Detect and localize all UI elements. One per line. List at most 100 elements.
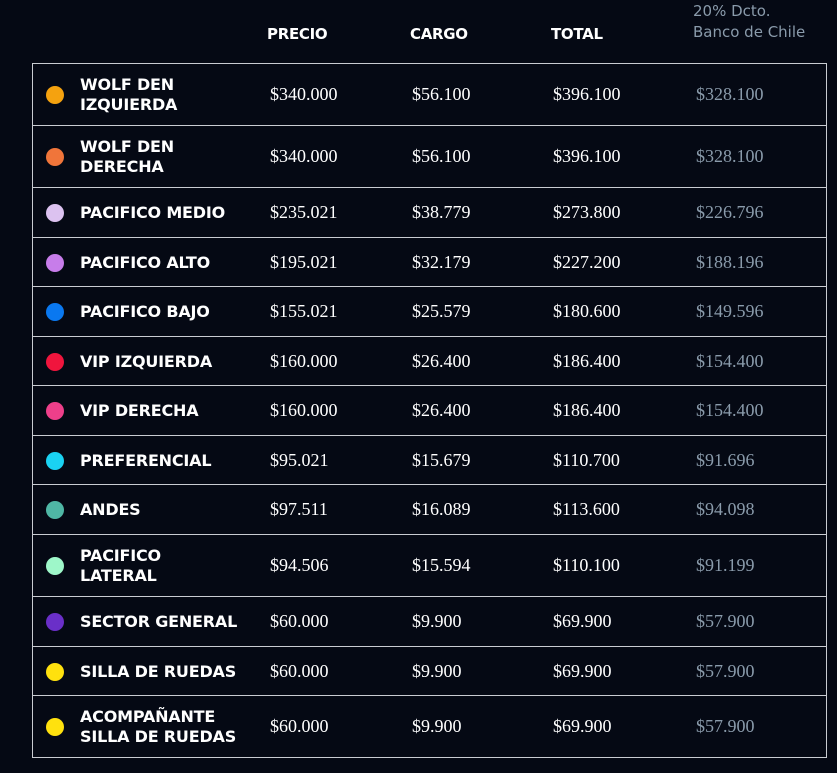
table-row: SILLA DE RUEDAS $60.000 $9.900 $69.900 $57.9…	[32, 647, 827, 696]
zone-color-dot-icon	[46, 148, 64, 166]
zone-name: PACIFICO ALTO	[80, 253, 265, 273]
total-value: $227.200	[553, 252, 621, 272]
zone-name-line: SILLA DE RUEDAS	[80, 662, 237, 681]
zone-name-line: WOLF DEN	[80, 137, 174, 156]
discount-value: $94.098	[696, 499, 755, 519]
charge-value: $16.089	[412, 499, 471, 519]
charge-value: $15.594	[412, 555, 471, 575]
zone-name: PACIFICO MEDIO	[80, 203, 265, 223]
price-value: $97.511	[270, 499, 328, 519]
price-value: $94.506	[270, 555, 329, 575]
table-row: PACIFICO BAJO $155.021 $25.579 $180.600 $149…	[32, 287, 827, 337]
charge-value: $56.100	[412, 146, 471, 166]
zone-name-line: IZQUIERDA	[80, 95, 178, 114]
price-value: $95.021	[270, 450, 329, 470]
total-value: $69.900	[553, 661, 612, 681]
table-row: ACOMPAÑANTE SILLA DE RUEDAS $60.000 $9.900 $…	[32, 696, 827, 758]
price-value: $60.000	[270, 611, 329, 631]
zone-color-dot-icon	[46, 718, 64, 736]
price-value: $60.000	[270, 661, 329, 681]
discount-value: $328.100	[696, 146, 764, 166]
zone-name-line: PREFERENCIAL	[80, 451, 212, 470]
table-row: PREFERENCIAL $95.021 $15.679 $110.700 $91.69…	[32, 436, 827, 485]
total-value: $180.600	[553, 301, 621, 321]
table-row: WOLF DEN IZQUIERDA $340.000 $56.100 $396.100…	[32, 64, 827, 126]
zone-color-dot-icon	[46, 204, 64, 222]
zone-color-dot-icon	[46, 557, 64, 575]
charge-value: $26.400	[412, 351, 471, 371]
table-row: VIP IZQUIERDA $160.000 $26.400 $186.400 $154…	[32, 337, 827, 386]
discount-value: $91.199	[696, 555, 755, 575]
zone-name: SECTOR GENERAL	[80, 612, 265, 632]
discount-value: $226.796	[696, 202, 764, 222]
discount-value: $57.900	[696, 716, 755, 736]
discount-value: $154.400	[696, 400, 764, 420]
discount-value: $57.900	[696, 661, 755, 681]
price-table: WOLF DEN IZQUIERDA $340.000 $56.100 $396.100…	[32, 63, 827, 758]
zone-name-line: ANDES	[80, 500, 141, 519]
table-row: PACIFICO LATERAL $94.506 $15.594 $110.100 $91…	[32, 535, 827, 597]
charge-value: $9.900	[412, 661, 462, 681]
price-value: $160.000	[270, 351, 338, 371]
header-discount-line2: Banco de Chile	[693, 23, 806, 41]
zone-name-line: LATERAL	[80, 566, 157, 585]
total-value: $186.400	[553, 351, 621, 371]
discount-value: $57.900	[696, 611, 755, 631]
charge-value: $15.679	[412, 450, 471, 470]
total-value: $396.100	[553, 146, 621, 166]
header-cargo: CARGO	[410, 25, 468, 43]
header-discount-line1: 20% Dcto.	[693, 2, 771, 20]
zone-name-line: SILLA DE RUEDAS	[80, 727, 237, 746]
total-value: $186.400	[553, 400, 621, 420]
charge-value: $32.179	[412, 252, 471, 272]
zone-name: ANDES	[80, 500, 265, 520]
total-value: $396.100	[553, 84, 621, 104]
zone-name-line: ACOMPAÑANTE	[80, 707, 216, 726]
discount-value: $149.596	[696, 301, 764, 321]
zone-name-line: SECTOR GENERAL	[80, 612, 238, 631]
zone-color-dot-icon	[46, 254, 64, 272]
table-row: PACIFICO MEDIO $235.021 $38.779 $273.800 $22…	[32, 188, 827, 238]
zone-name-line: DERECHA	[80, 157, 164, 176]
price-value: $340.000	[270, 146, 338, 166]
zone-color-dot-icon	[46, 663, 64, 681]
discount-value: $328.100	[696, 84, 764, 104]
charge-value: $25.579	[412, 301, 471, 321]
table-row: WOLF DEN DERECHA $340.000 $56.100 $396.100 $3…	[32, 126, 827, 188]
total-value: $110.100	[553, 555, 620, 575]
discount-value: $91.696	[696, 450, 755, 470]
total-value: $110.700	[553, 450, 620, 470]
charge-value: $38.779	[412, 202, 471, 222]
zone-name: PREFERENCIAL	[80, 451, 265, 471]
zone-name: VIP DERECHA	[80, 401, 265, 421]
table-header: PRECIO CARGO TOTAL 20% Dcto. Banco de Ch…	[0, 0, 837, 64]
zone-name: SILLA DE RUEDAS	[80, 662, 265, 682]
zone-color-dot-icon	[46, 501, 64, 519]
total-value: $273.800	[553, 202, 621, 222]
price-value: $235.021	[270, 202, 338, 222]
charge-value: $56.100	[412, 84, 471, 104]
zone-name: PACIFICO BAJO	[80, 302, 265, 322]
zone-name-line: PACIFICO ALTO	[80, 253, 210, 272]
charge-value: $9.900	[412, 611, 462, 631]
zone-name: WOLF DEN IZQUIERDA	[80, 75, 265, 115]
zone-name: VIP IZQUIERDA	[80, 352, 265, 372]
zone-name-line: PACIFICO BAJO	[80, 302, 210, 321]
table-row: VIP DERECHA $160.000 $26.400 $186.400 $154.4…	[32, 386, 827, 436]
zone-name-line: PACIFICO	[80, 546, 161, 565]
charge-value: $26.400	[412, 400, 471, 420]
header-discount: 20% Dcto. Banco de Chile	[693, 1, 805, 43]
price-value: $60.000	[270, 716, 329, 736]
zone-name: ACOMPAÑANTE SILLA DE RUEDAS	[80, 707, 265, 747]
header-precio: PRECIO	[267, 25, 328, 43]
discount-value: $154.400	[696, 351, 764, 371]
total-value: $69.900	[553, 716, 612, 736]
zone-color-dot-icon	[46, 303, 64, 321]
zone-name-line: VIP IZQUIERDA	[80, 352, 213, 371]
discount-value: $188.196	[696, 252, 764, 272]
zone-name-line: WOLF DEN	[80, 75, 174, 94]
table-row: ANDES $97.511 $16.089 $113.600 $94.098	[32, 485, 827, 535]
zone-color-dot-icon	[46, 452, 64, 470]
price-value: $155.021	[270, 301, 338, 321]
zone-color-dot-icon	[46, 402, 64, 420]
